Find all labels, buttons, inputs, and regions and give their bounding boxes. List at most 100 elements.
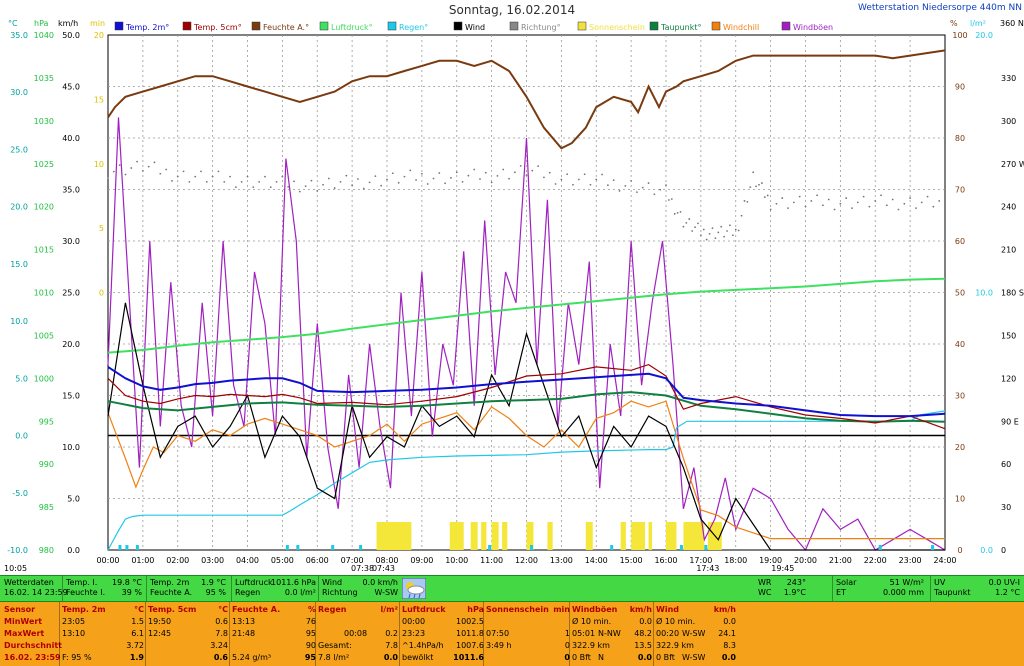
wr-label: WR (758, 578, 772, 587)
axis-tick-percent: 30 (955, 392, 965, 401)
stats-wind-row-label: 0 Bft (656, 653, 675, 662)
x-tick-label: 12:00 (515, 556, 538, 565)
temp-2m-label: Temp. 2m (150, 578, 190, 587)
x-tick-label: 10:00 (445, 556, 468, 565)
x-tick-label: 02:00 (166, 556, 189, 565)
stats-regen-row-label: Gesamt: (318, 641, 352, 650)
stats-row-max: MaxWert (4, 629, 45, 638)
series-point-richtung (205, 180, 208, 183)
series-point-richtung (763, 196, 766, 199)
series-point-richtung (589, 183, 592, 186)
axis-tick-kmh: 25.0 (62, 289, 80, 298)
current-date: 16.02. 14 23:59 (4, 588, 68, 597)
series-point-richtung (723, 235, 726, 238)
series-point-richtung (252, 186, 255, 189)
rain-tick (679, 545, 683, 550)
series-point-richtung (136, 160, 138, 163)
axis-unit-degree: 360 N (1000, 19, 1024, 28)
stats-wind-row-value: 0.0 (721, 653, 736, 662)
stats-boeen-row-label: 322.9 km (572, 641, 610, 650)
axis-tick-percent: 10 (955, 495, 965, 504)
series-point-richtung (670, 198, 673, 200)
wc-value: 1.9°C (783, 588, 806, 597)
stats-wind-row-time: W-SW (682, 629, 706, 638)
series-point-richtung (304, 185, 307, 188)
stats-temp2m-row-value: 3.72 (126, 641, 144, 650)
axis-tick-kmh: 50.0 (62, 31, 80, 40)
stats-temp2m-row-label: F: 95 % (62, 653, 92, 662)
chart-legend: Temp. 2m° Temp. 5cm° Feuchte A.° Luftdruck°… (114, 21, 833, 32)
axis-tick-celsius: 25.0 (10, 145, 28, 154)
series-point-richtung (827, 198, 830, 201)
stats-row-min: MinWert (4, 617, 43, 626)
series-point-richtung (839, 202, 842, 205)
series-point-richtung (749, 186, 752, 189)
x-tick-label: 04:00 (236, 556, 259, 565)
series-point-richtung (856, 201, 859, 204)
temp-2m-value: 1.9 °C (201, 578, 226, 587)
series-point-richtung (473, 168, 476, 171)
stats-luftdruck-row-label: bewölkt (402, 653, 434, 662)
sunshine-block (547, 522, 553, 550)
stats-regen-title: Regen (318, 605, 347, 614)
legend-swatch (453, 21, 463, 31)
axis-unit-celsius: °C (8, 19, 18, 28)
stats-wind-unit: km/h (713, 605, 736, 614)
axis-tick-hpa: 1040 (34, 31, 54, 40)
stats-luftdruck-row-label: 23:23 (402, 629, 426, 638)
series-point-richtung (792, 201, 795, 204)
series-point-richtung (322, 183, 324, 186)
axis-tick-hpa: 980 (39, 546, 54, 555)
stats-temp5cm-row-value: 3.24 (210, 641, 228, 650)
axis-tick-min: 10 (94, 160, 104, 169)
x-tick-label: 05:00 (271, 556, 294, 565)
sunshine-block (666, 522, 677, 550)
series-line-luftdruck (107, 277, 946, 354)
axis-tick-degree: 240 (1001, 203, 1016, 212)
stats-boeen-unit: km/h (629, 605, 652, 614)
stats-boeen-row-label: 05:01 (572, 629, 596, 638)
current-title: Wetterdaten (4, 578, 54, 587)
stats-feuchte-row-value: 76 (305, 617, 316, 626)
x-tick-label: 07:00 (341, 556, 364, 565)
series-point-richtung (862, 195, 865, 198)
series-point-richtung (766, 194, 769, 197)
rain-tick (878, 545, 882, 550)
series-line-temp-2m (107, 366, 946, 418)
axis-tick-degree: 60 (1001, 460, 1011, 469)
stats-regen-row-value: 0.0 (383, 653, 398, 662)
stats-boeen-row-value: 13.5 (634, 641, 652, 650)
axis-tick-degree: 270 W (1001, 160, 1024, 169)
stats-temp5cm-row-value: 7.8 (215, 629, 228, 638)
x-tick-label: 17:00 (689, 556, 712, 565)
series-point-richtung (240, 180, 243, 183)
x-tick-label: 15:00 (620, 556, 643, 565)
rain-tick (529, 545, 533, 550)
axis-tick-lm2: 0.0 (980, 546, 993, 555)
series-point-richtung (391, 172, 394, 175)
series-point-richtung (543, 176, 545, 179)
stats-temp5cm-row-label: 12:45 (148, 629, 172, 638)
series-point-richtung (275, 180, 278, 183)
series-point-richtung (731, 234, 734, 237)
x-tick-label: 00:00 (96, 556, 119, 565)
stats-temp2m-unit: °C (134, 605, 144, 614)
series-point-richtung (752, 171, 755, 174)
series-line-temp-5cm (107, 363, 946, 430)
legend-swatch (649, 21, 659, 31)
axis-tick-percent: 0 (957, 546, 962, 555)
axis-unit-min: min (90, 19, 105, 28)
series-point-richtung (909, 197, 912, 199)
stats-regen-unit: l/m² (380, 605, 398, 614)
stats-divider (315, 602, 316, 666)
series-point-richtung (345, 174, 348, 177)
series-point-richtung (845, 197, 848, 199)
axis-tick-kmh: 20.0 (62, 340, 80, 349)
series-point-richtung (165, 168, 168, 171)
temp-i-value: 19.8 °C (112, 578, 142, 587)
stats-boeen-row-label: Ø 10 min. (572, 617, 612, 626)
legend-label: Windchill (723, 23, 759, 32)
rain-tick (135, 545, 139, 550)
series-point-richtung (688, 218, 691, 220)
sunshine-block (526, 522, 534, 550)
